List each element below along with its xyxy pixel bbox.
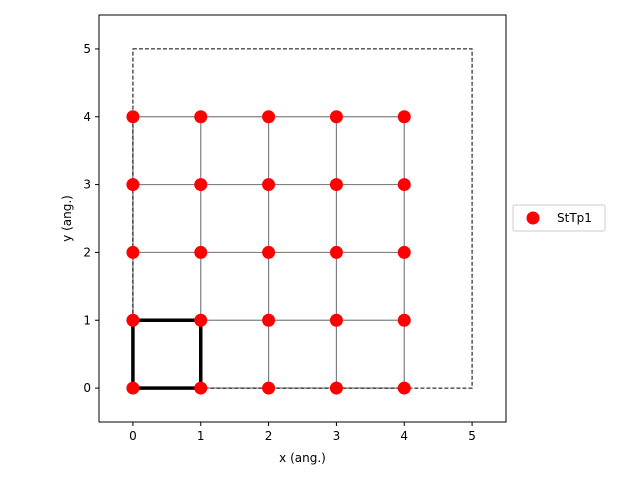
atom-point [329,110,343,124]
atom-point [126,245,140,259]
legend: StTp1 [512,204,606,232]
atom-point [397,313,411,327]
atom-point [262,178,276,192]
y-tick-label: 4 [83,110,91,124]
atom-point [194,178,208,192]
legend-marker [526,211,540,225]
atom-point [194,381,208,395]
atom-point [126,313,140,327]
atom-point [397,110,411,124]
atom-point [262,313,276,327]
supercell-boundary [132,48,473,389]
atom-point [262,381,276,395]
x-axis-label: x (ang.) [279,451,326,465]
x-tick-label: 3 [333,429,341,443]
atom-point [329,313,343,327]
atom-point [194,313,208,327]
plot-area [98,14,507,423]
x-tick-label: 2 [265,429,273,443]
atom-point [262,245,276,259]
axes-frame [98,14,507,423]
atom-point [329,178,343,192]
y-tick-label: 0 [83,381,91,395]
y-axis-ticks: 0 1 2 3 4 5 [83,42,99,395]
y-axis-label: y (ang.) [60,195,74,242]
atom-point [262,110,276,124]
atom-points [126,110,411,395]
atom-point [194,245,208,259]
atom-point [397,381,411,395]
x-tick-label: 0 [129,429,137,443]
atom-point [329,381,343,395]
supercell-rect [132,48,473,389]
atom-point [329,245,343,259]
unit-cell-outline [131,318,203,390]
atom-point [397,178,411,192]
unit-cell-rect [131,318,203,390]
x-axis-ticks: 0 1 2 3 4 5 [129,422,476,443]
y-tick-label: 3 [83,178,91,192]
x-tick-label: 5 [468,429,476,443]
y-tick-label: 1 [83,313,91,327]
legend-box [512,204,606,232]
x-tick-label: 1 [197,429,205,443]
y-tick-label: 2 [83,245,91,259]
atom-point [126,110,140,124]
atom-point [126,178,140,192]
legend-label: StTp1 [557,211,592,225]
x-tick-label: 4 [400,429,408,443]
y-tick-label: 5 [83,42,91,56]
atom-point [397,245,411,259]
atom-point [126,381,140,395]
atom-point [194,110,208,124]
